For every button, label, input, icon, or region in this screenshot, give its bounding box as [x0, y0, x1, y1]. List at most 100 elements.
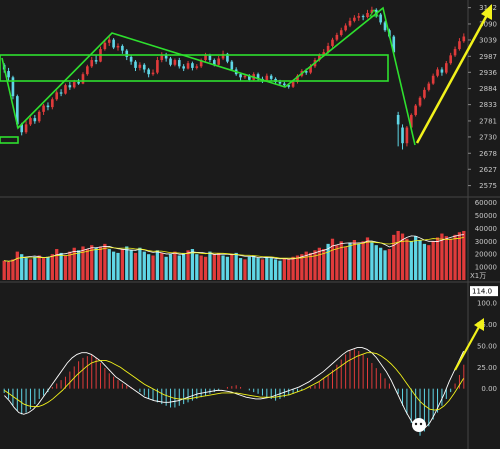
support-box-small	[0, 136, 19, 144]
volume-bar	[374, 245, 378, 280]
volume-bar	[81, 246, 85, 280]
volume-bar	[269, 258, 273, 280]
price-tick-label: 3090	[479, 20, 497, 28]
candle-body	[339, 30, 343, 35]
candle-body	[20, 124, 24, 133]
volume-bar	[151, 255, 155, 280]
candle-body	[81, 74, 85, 84]
volume-bar	[330, 238, 335, 280]
volume-tick-label: 30000	[475, 238, 497, 246]
volume-bar	[322, 249, 326, 280]
volume-bar	[59, 252, 63, 280]
candle-body	[151, 72, 155, 75]
macd-arrow-line	[454, 324, 481, 371]
price-tick-label: 2987	[479, 53, 497, 61]
candle-body	[436, 69, 439, 76]
candle-body	[134, 61, 137, 68]
candle-body	[204, 55, 207, 61]
candle-body	[217, 58, 220, 65]
volume-bar	[265, 256, 269, 280]
volume-bar	[125, 246, 129, 280]
volume-bar	[435, 237, 440, 280]
candle-body	[212, 60, 216, 65]
candle-body	[418, 97, 422, 106]
candle-body	[427, 83, 431, 90]
volume-bar	[370, 242, 374, 280]
candle-body	[199, 60, 203, 67]
candle-body	[59, 92, 63, 94]
macd-arrow-head	[474, 318, 484, 331]
macd-tick-label: 25.00	[477, 364, 497, 372]
volume-bar	[129, 250, 133, 280]
volume-bar	[147, 254, 151, 280]
volume-bar	[76, 250, 81, 280]
candle-body	[248, 75, 251, 80]
volume-bar	[28, 259, 33, 280]
volume-bar	[287, 259, 291, 280]
volume-bar	[396, 230, 400, 280]
volume-bar	[221, 255, 225, 280]
candle-body	[462, 36, 466, 42]
peak-marker	[369, 9, 379, 17]
candle-body	[138, 64, 142, 68]
volume-tick-label: 40000	[475, 225, 497, 233]
volume-bar	[387, 249, 392, 280]
candle-body	[164, 55, 168, 59]
volume-bar	[313, 250, 317, 280]
volume-bar	[278, 260, 282, 280]
volume-bar	[6, 261, 11, 280]
volume-bar	[449, 238, 453, 280]
candle-body	[458, 41, 461, 50]
volume-bar	[168, 254, 173, 280]
volume-bar	[339, 241, 343, 280]
candle-body	[230, 61, 234, 70]
macd-tick-label: 50.00	[477, 342, 497, 350]
volume-bar	[383, 250, 387, 280]
volume-bar	[186, 250, 190, 280]
volume-bar	[453, 234, 457, 280]
volume-bar	[343, 246, 348, 280]
volume-bar	[361, 241, 365, 280]
volume-bar	[33, 256, 37, 280]
volume-bar	[243, 259, 247, 280]
candle-body	[265, 75, 269, 81]
price-tick-label: 2884	[479, 85, 497, 93]
volume-bar	[217, 252, 221, 280]
candle-body	[322, 52, 326, 56]
volume-bar	[199, 255, 203, 280]
volume-bar	[11, 259, 15, 280]
volume-bar	[317, 247, 321, 280]
volume-bar	[414, 236, 418, 280]
price-tick-label: 2575	[479, 182, 497, 190]
candle-body	[304, 71, 308, 73]
price-tick-label: 3039	[479, 36, 497, 44]
candle-body	[431, 75, 435, 84]
candle-body	[344, 25, 347, 31]
volume-bar	[379, 247, 383, 280]
candle-body	[33, 118, 37, 122]
candle-body	[291, 82, 295, 87]
volume-bar	[212, 254, 216, 280]
volume-ma10-line	[4, 237, 464, 262]
volume-bar	[256, 258, 260, 280]
candle-body	[414, 105, 417, 115]
candle-body	[326, 45, 330, 53]
volume-bar	[409, 241, 413, 280]
wechat-logo-icon	[412, 418, 426, 432]
volume-bar	[46, 256, 50, 280]
wechat-logo-eye-right	[419, 422, 423, 426]
volume-bar	[427, 245, 431, 280]
candle-body	[401, 127, 404, 144]
volume-bar	[160, 252, 164, 280]
volume-bar	[195, 254, 199, 280]
macd-dea-line	[4, 352, 464, 411]
volume-bar	[120, 249, 125, 280]
volume-bar	[352, 240, 357, 280]
candle-body	[182, 66, 185, 69]
volume-bar	[348, 242, 352, 280]
volume-bar	[247, 256, 251, 280]
volume-bar	[295, 255, 300, 280]
candle-body	[173, 60, 177, 65]
price-tick-label: 2936	[479, 69, 497, 77]
candle-body	[287, 85, 291, 87]
